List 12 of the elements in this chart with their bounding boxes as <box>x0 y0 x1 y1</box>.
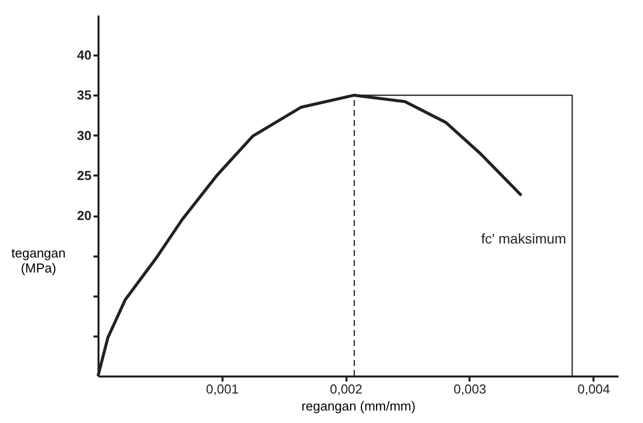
x-axis-title: regangan (mm/mm) <box>301 398 416 414</box>
x-tick-label: 0,004 <box>577 382 610 396</box>
y-tick-label: 20 <box>77 208 92 224</box>
y-tick-label: 30 <box>77 128 92 143</box>
y-axis-title: tegangan (MPa) <box>11 246 66 276</box>
y-tick-label: 25 <box>77 168 92 183</box>
x-tick-label: 0,002 <box>330 382 362 396</box>
annotation: fc' maksimum <box>481 230 566 247</box>
y-tick-label: 35 <box>77 88 92 103</box>
y-tick-label: 40 <box>77 48 92 63</box>
x-tick-label: 0,003 <box>454 382 486 396</box>
x-tick-label: 0,001 <box>206 382 239 396</box>
